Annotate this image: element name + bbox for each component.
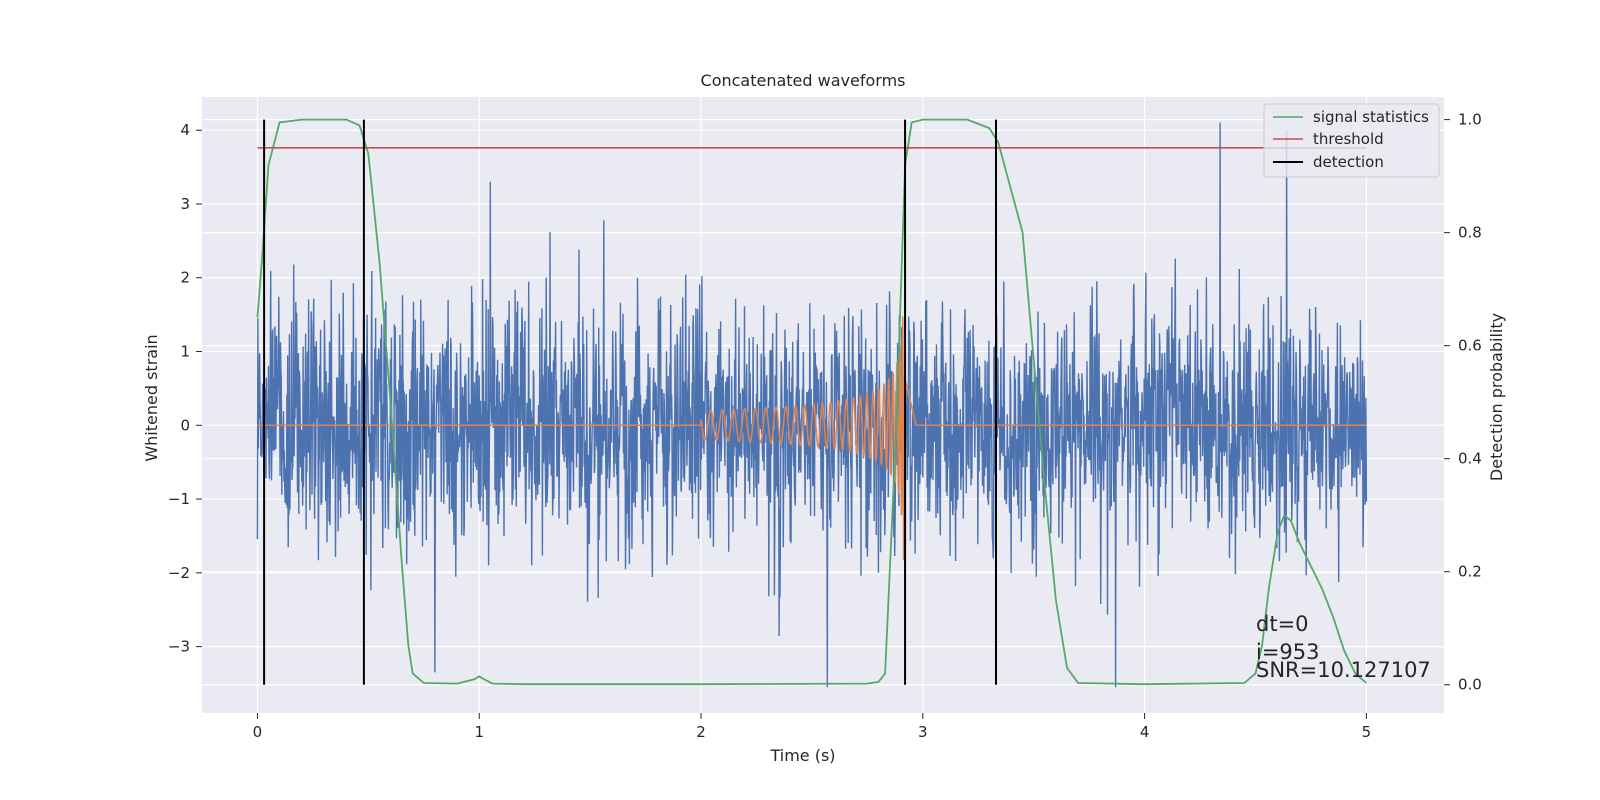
y-left-tick-label: 4 bbox=[180, 121, 190, 139]
ticks: 0 1 2 3 4 5 −3 −2 −1 0 1 2 3 4 0.0 0.2 0.4 0.6 0.8 1.0 bbox=[168, 111, 1482, 741]
y-axis-label-right: Detection probability bbox=[1487, 313, 1506, 481]
legend-label-signal-statistics: signal statistics bbox=[1313, 108, 1429, 126]
x-tick-label: 4 bbox=[1140, 723, 1150, 741]
x-tick-label: 3 bbox=[918, 723, 928, 741]
y-left-tick-label: 1 bbox=[180, 343, 190, 361]
annotation-snr: SNR=10.127107 bbox=[1256, 658, 1431, 682]
x-tick-label: 1 bbox=[474, 723, 484, 741]
y-left-tick-label: −2 bbox=[168, 564, 190, 582]
y-left-tick-label: 2 bbox=[180, 269, 190, 287]
y-right-tick-label: 1.0 bbox=[1458, 111, 1482, 129]
legend-label-detection: detection bbox=[1313, 153, 1384, 171]
detection-series bbox=[263, 119, 997, 685]
x-tick-label: 2 bbox=[696, 723, 706, 741]
annotation-index: i=953 bbox=[1256, 640, 1320, 664]
y-right-tick-label: 0.4 bbox=[1458, 450, 1482, 468]
legend-label-threshold: threshold bbox=[1313, 130, 1384, 148]
y-left-tick-label: −1 bbox=[168, 490, 190, 508]
x-tick-label: 5 bbox=[1362, 723, 1372, 741]
legend: signal statistics threshold detection bbox=[1263, 103, 1440, 178]
annotation-dt: dt=0 bbox=[1256, 612, 1309, 636]
y-right-tick-label: 0.0 bbox=[1458, 676, 1482, 694]
x-axis-label: Time (s) bbox=[769, 746, 835, 765]
template-line bbox=[257, 316, 1367, 561]
y-left-tick-label: 3 bbox=[180, 195, 190, 213]
chart-title: Concatenated waveforms bbox=[701, 71, 906, 90]
y-axis-label-left: Whitened strain bbox=[142, 334, 161, 461]
template-series bbox=[257, 316, 1367, 561]
y-right-tick-label: 0.2 bbox=[1458, 563, 1482, 581]
y-left-tick-label: 0 bbox=[180, 416, 190, 434]
legend-box bbox=[1263, 103, 1440, 178]
y-right-tick-label: 0.8 bbox=[1458, 224, 1482, 242]
y-right-tick-label: 0.6 bbox=[1458, 337, 1482, 355]
x-tick-label: 0 bbox=[253, 723, 263, 741]
y-left-tick-label: −3 bbox=[168, 638, 190, 656]
